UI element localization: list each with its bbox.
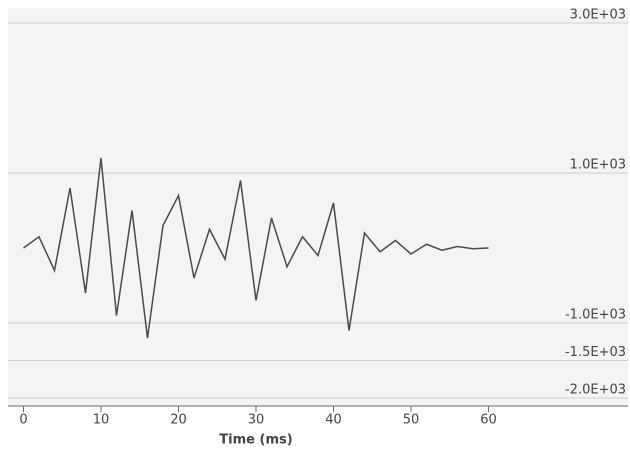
x-axis-title: Time (ms) [219,433,292,448]
y-tick-label: 1.0E+03 [570,158,626,173]
x-tick-label: 0 [19,413,27,428]
x-tick-label: 30 [248,413,265,428]
y-tick-label: -2.0E+03 [565,383,626,398]
x-tick-label: 20 [170,413,187,428]
y-tick-label: 3.0E+03 [570,8,626,23]
x-tick-label: 10 [93,413,110,428]
x-tick-label: 40 [325,413,342,428]
x-tick-label: 60 [480,413,497,428]
x-tick-label: 50 [403,413,420,428]
plot-area [8,8,628,406]
y-tick-label: -1.0E+03 [565,308,626,323]
y-tick-label: -1.5E+03 [565,345,626,360]
line-series [23,157,489,339]
